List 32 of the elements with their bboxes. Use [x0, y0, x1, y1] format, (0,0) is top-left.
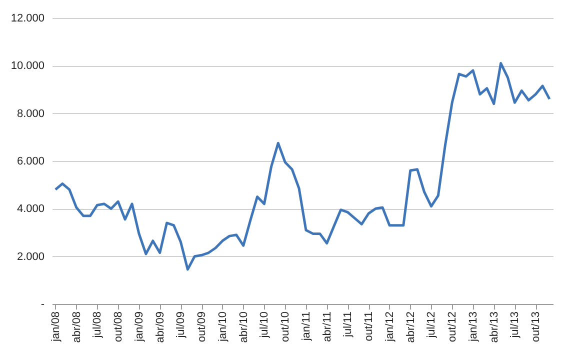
x-tick-label: jul/10 — [258, 312, 271, 339]
y-tick-label: 12.000 — [10, 12, 44, 24]
x-tick-label: jan/12 — [384, 312, 396, 342]
x-tick-label: out/12 — [446, 312, 459, 342]
x-tick-label: abr/09 — [154, 312, 166, 343]
x-tick-label: abr/11 — [321, 312, 334, 342]
x-tick-label: jul/08 — [92, 312, 104, 339]
x-tick-label: jan/09 — [133, 312, 146, 342]
x-tick-label: out/08 — [112, 312, 125, 342]
x-tick-label: abr/10 — [238, 312, 250, 343]
x-tick-label: jul/11 — [342, 312, 354, 338]
x-tick-label: out/09 — [196, 312, 208, 342]
y-tick-label: 8.000 — [16, 108, 44, 120]
x-tick-label: out/11 — [363, 312, 376, 342]
x-tick-label: jan/08 — [50, 312, 62, 342]
y-tick-label: - — [40, 298, 45, 310]
x-tick-label: jul/09 — [175, 312, 188, 339]
x-tick-label: abr/12 — [404, 312, 417, 343]
x-tick-label: jan/10 — [216, 312, 229, 342]
x-tick-label: out/13 — [530, 312, 542, 342]
x-tick-label: jan/11 — [300, 312, 312, 342]
x-tick-label: jul/13 — [509, 312, 522, 339]
x-tick-label: jul/12 — [426, 312, 438, 339]
y-tick-label: 6.000 — [16, 156, 44, 168]
x-tick-label: abr/08 — [70, 312, 83, 343]
x-tick-label: abr/13 — [488, 312, 500, 343]
x-tick-label: jan/13 — [467, 312, 480, 342]
line-series — [54, 62, 551, 271]
y-tick-label: 2.000 — [16, 250, 44, 263]
y-tick-label: 10.000 — [10, 60, 44, 72]
x-tick-label: out/10 — [280, 312, 292, 342]
y-tick-label: 4.000 — [16, 203, 44, 216]
